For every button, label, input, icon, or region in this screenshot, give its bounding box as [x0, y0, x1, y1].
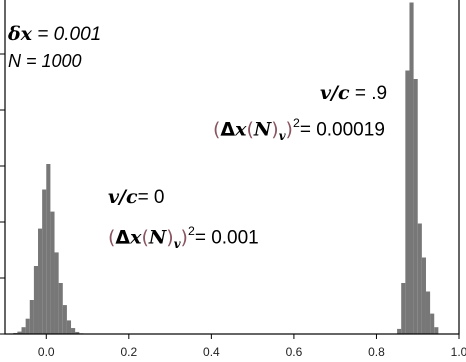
histogram-bar-s0-14 — [66, 320, 72, 334]
histogram-bar-s0-11 — [54, 252, 59, 334]
histogram-bar-s1-2 — [405, 70, 410, 334]
histogram-bar-s0-12 — [58, 283, 63, 334]
histogram-bar-s1-8 — [430, 313, 435, 334]
v9-symbol: v/c — [320, 82, 350, 104]
v9-variance-label: (Δx(N)v)2= 0.00019 — [213, 116, 385, 143]
v0-value: = 0 — [137, 187, 165, 208]
v9-value: = .9 — [349, 83, 388, 104]
histogram-bars — [9, 2, 439, 334]
x-axis-ticks: 0.0 0.2 0.4 0.6 0.8 1.0 — [38, 334, 466, 359]
histogram-bar-s0-16 — [75, 331, 80, 334]
y-axis-ticks — [0, 53, 5, 335]
histogram-bar-s1-6 — [421, 257, 426, 334]
x-tick-label: 0.4 — [203, 345, 220, 359]
histogram-bar-s0-10 — [50, 211, 55, 334]
histogram-bar-s1-3 — [409, 2, 414, 334]
x-tick-label: 1.0 — [451, 345, 466, 359]
v9-label: v/c = .9 — [320, 82, 388, 104]
histogram-bar-s0-2 — [17, 331, 22, 334]
histogram-bar-s1-1 — [401, 283, 406, 334]
histogram-bar-s0-9 — [46, 164, 51, 334]
histogram-bar-s1-7 — [425, 291, 431, 334]
histogram-bar-s0-7 — [38, 228, 43, 334]
v0-variance-value: = 0.001 — [194, 227, 259, 249]
x-tick-label: 0.2 — [120, 345, 137, 359]
histogram-bar-s0-6 — [33, 266, 39, 334]
histogram-bar-s1-9 — [434, 327, 439, 334]
histogram-bar-s0-13 — [62, 305, 67, 334]
v9-variance-value: = 0.00019 — [299, 119, 385, 141]
histogram-bar-s0-8 — [42, 189, 47, 334]
histogram-bar-s1-5 — [417, 223, 422, 334]
v0-label: v/c= 0 — [108, 186, 165, 208]
histogram-bar-s0-15 — [71, 328, 76, 334]
n-value: N = 1000 — [8, 51, 82, 71]
histogram-bar-s1-0 — [397, 328, 402, 334]
x-tick-label: 0.8 — [368, 345, 385, 359]
param-dx-label: δx = 0.001 — [8, 23, 102, 45]
dx-value: = 0.001 — [32, 24, 102, 45]
v0-symbol: v/c — [108, 186, 138, 208]
dx-symbol: δx — [8, 23, 33, 45]
histogram-bar-s0-5 — [29, 300, 34, 334]
v0-variance-label: (Δx(N)v)2= 0.001 — [108, 224, 259, 251]
histogram-bar-s0-3 — [21, 327, 26, 334]
param-n-label: N = 1000 — [8, 52, 82, 70]
histogram-bar-s1-4 — [413, 79, 418, 334]
x-tick-label: 0.0 — [38, 345, 55, 359]
x-tick-label: 0.6 — [286, 345, 303, 359]
histogram-bar-s0-4 — [25, 318, 30, 334]
